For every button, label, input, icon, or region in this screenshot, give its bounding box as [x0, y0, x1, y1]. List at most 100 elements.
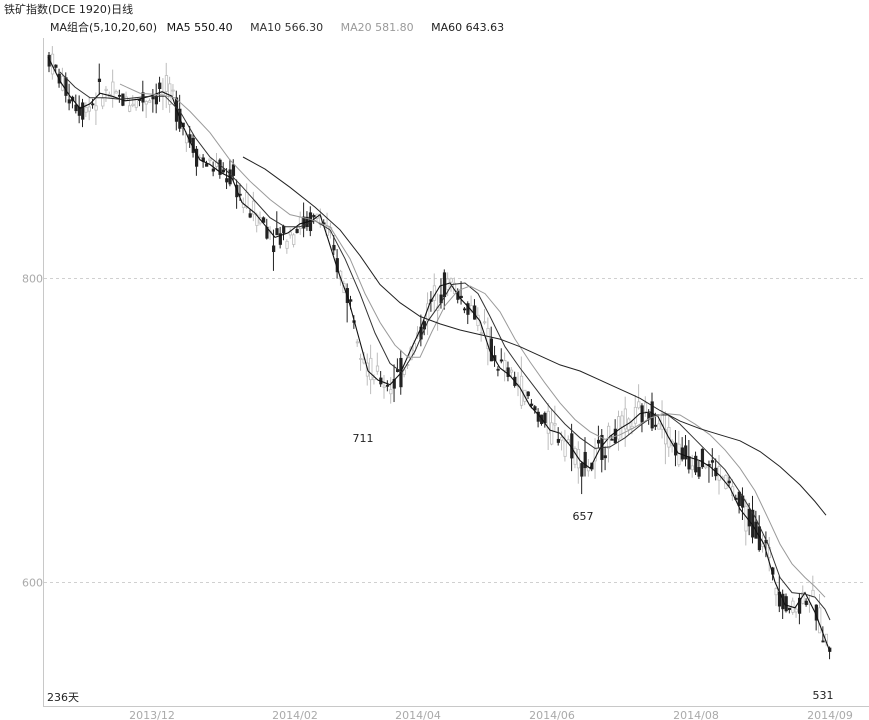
candle-body [690, 465, 695, 471]
ma60-line [242, 156, 827, 516]
low-point-label: 531 [813, 689, 834, 702]
candle-body [194, 148, 199, 167]
ma20-line [119, 83, 826, 598]
candle-body [101, 97, 105, 107]
candle-body [449, 278, 453, 283]
candle-body [509, 369, 514, 373]
candle-body [91, 103, 95, 106]
candle-body [158, 82, 162, 90]
candle-body [87, 106, 91, 112]
candle-body [556, 438, 561, 443]
candle-body [261, 217, 266, 223]
candle-body [804, 600, 808, 605]
candle-body [533, 406, 537, 411]
candle-body [677, 443, 681, 466]
candle-body [680, 447, 684, 460]
candle-body [704, 465, 708, 469]
candle-body [94, 105, 98, 111]
candle-body [664, 429, 668, 445]
y-tick-label: 600 [22, 577, 43, 590]
x-tick-label: 2014/02 [272, 709, 318, 720]
candle-body [643, 402, 648, 413]
candle-body [798, 597, 802, 614]
chart-title: 铁矿指数(DCE 1920)日线 [4, 3, 134, 16]
candle-body [74, 104, 78, 112]
candle-body [499, 359, 504, 362]
candle-body [164, 75, 169, 92]
candle-body [117, 94, 122, 97]
candle-body [355, 341, 360, 344]
candle-body [97, 78, 102, 82]
candle-body [700, 449, 705, 468]
candle-body [640, 405, 644, 423]
low-point-label: 711 [353, 432, 374, 445]
candle-body [694, 455, 698, 473]
candle-body [205, 163, 209, 167]
candle-body [111, 81, 115, 99]
candle-body [818, 607, 822, 634]
candle-body [349, 299, 353, 302]
candle-body [486, 327, 490, 350]
candle-body [623, 408, 628, 430]
candle-body [717, 466, 721, 481]
candle-body [566, 439, 571, 443]
candle-body [553, 423, 557, 426]
candle-body [292, 234, 296, 245]
candle-body [285, 240, 289, 249]
candle-body [389, 389, 393, 395]
candle-body [530, 403, 534, 406]
candle-body [653, 424, 658, 427]
candle-body [154, 95, 158, 105]
candle-body [148, 100, 152, 103]
candle-body [151, 96, 155, 100]
candle-body [144, 101, 148, 105]
candle-body [697, 467, 701, 477]
candle-body [657, 423, 661, 430]
candle-body [272, 245, 276, 253]
candle-body [466, 303, 470, 315]
candle-body [104, 88, 108, 91]
candle-body [275, 228, 279, 236]
candle-body [251, 200, 256, 215]
candle-body [727, 480, 731, 484]
candle-body [687, 456, 691, 470]
candle-body [171, 89, 175, 92]
candle-body [231, 164, 236, 176]
ma10-line [59, 71, 831, 621]
candle-body [503, 360, 507, 371]
x-axis: 2013/12 2014/02 2014/04 2014/06 2014/08 2014/… [129, 709, 853, 720]
candles [47, 46, 832, 660]
candle-body [288, 231, 293, 236]
ma-legend: MA组合(5,10,20,60) MA5 550.40 MA10 566.30 … [50, 19, 510, 35]
candle-body [221, 169, 225, 173]
candle-body [489, 338, 494, 362]
candle-body [784, 596, 788, 612]
candle-body [821, 640, 825, 643]
candle-body [218, 159, 222, 175]
low-point-label: 657 [573, 510, 594, 523]
candle-body [459, 295, 463, 299]
candle-body [617, 416, 621, 440]
moving-averages [47, 56, 831, 652]
candle-body [583, 451, 587, 469]
candle-body [811, 589, 815, 598]
candle-body [573, 447, 577, 465]
grid: 600 800 [22, 273, 866, 590]
candle-body [603, 455, 607, 459]
candle-body [597, 439, 601, 444]
candle-body [67, 99, 71, 104]
candle-body [473, 305, 477, 320]
candle-body [375, 365, 380, 372]
candle-body [385, 384, 390, 387]
candle-body [610, 438, 614, 441]
candle-body [127, 105, 132, 112]
candle-body [211, 168, 215, 172]
candle-body [710, 460, 715, 463]
candle-body [794, 608, 798, 613]
candle-body [138, 99, 142, 101]
candle-body [84, 106, 88, 113]
days-count: 236天 [47, 691, 79, 704]
candle-body [225, 178, 229, 183]
candle-body [372, 377, 376, 381]
